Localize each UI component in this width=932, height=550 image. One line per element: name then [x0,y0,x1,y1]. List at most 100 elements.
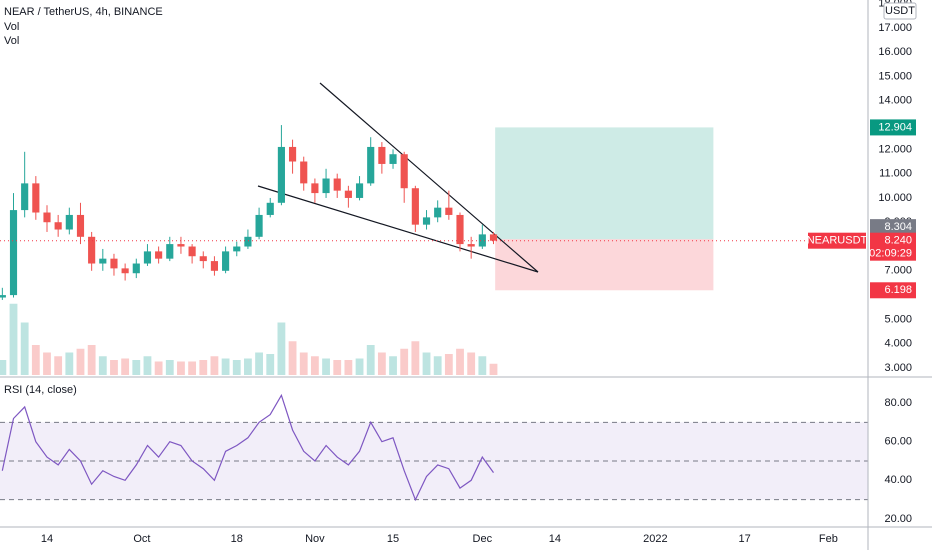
volume-bar [377,352,386,375]
volume-bar [177,361,185,375]
y-tick-label: 15.000 [878,70,912,82]
candle-body [233,246,241,252]
volume-bar [31,345,40,375]
target-zone [495,127,714,240]
countdown: 02:09:29 [869,248,912,260]
candle-body [367,146,375,184]
x-tick-label: 14 [41,533,53,545]
candle-body [311,183,319,194]
volume-bar [299,352,308,375]
entry-label-bg [870,219,916,236]
symbol-label-bg [808,232,866,249]
volume-bar [322,358,330,375]
rsi-tick-label: 80.00 [884,397,912,409]
candle-body [121,268,129,274]
volume-bar [422,352,431,375]
candle-body [300,161,308,184]
volume-bar [165,360,174,375]
candle-body [411,188,419,225]
candle-body [21,183,29,211]
y-tick-label: 3.000 [884,362,912,374]
volume-bar [20,322,29,375]
volume-bar [266,354,275,375]
volume-bar [244,358,252,375]
candle-body [467,244,475,247]
volume-bar [199,360,208,375]
rsi-tick-label: 60.00 [884,436,912,448]
candle-body [32,183,40,213]
volume-bar [411,341,420,375]
y-tick-label: 14.000 [878,95,912,107]
currency-badge [883,2,917,20]
volume-bar [277,322,286,375]
candle-body [54,222,62,230]
x-tick-label: 14 [549,533,561,545]
candle-body [255,214,263,237]
x-tick-label: 18 [231,533,243,545]
x-tick-label: Feb [819,533,838,545]
trend-line [257,185,539,273]
y-tick-label: 7.000 [884,265,912,277]
stop-label-bg [870,282,916,299]
y-tick-label: 17.000 [878,22,912,34]
x-tick-label: 2022 [643,533,667,545]
candle-body [266,202,274,215]
volume-bar [456,348,464,375]
candle-body [322,178,330,194]
target-label-bg [870,119,916,136]
candle-body [110,258,118,269]
candle-body [389,154,397,164]
volume-bar [76,348,85,375]
volume-bar [43,352,51,375]
candle-body [422,217,431,225]
volume-bar [54,356,63,375]
volume-bar [121,358,130,375]
volume-bar [87,345,96,375]
volume-bar [467,352,476,375]
candle-body [132,263,140,274]
candle-body [244,236,252,247]
candle-body [288,146,297,162]
volume-bar [400,348,409,375]
volume-bar [333,360,342,375]
y-tick-label: 10.000 [878,192,912,204]
indicator-label: Vol [4,35,19,47]
symbol-label: NEARUSDT [807,235,868,247]
volume-bar [98,356,107,375]
rsi-title: RSI (14, close) [4,384,77,396]
target-label: 12.904 [878,121,912,133]
candle-body [344,190,352,198]
candle-body [166,244,174,259]
entry-label: 8.304 [884,221,912,233]
volume-bar [210,356,219,375]
y-tick-label: 12.000 [878,143,912,155]
rsi-tick-label: 40.00 [884,474,912,486]
x-tick-label: 17 [739,533,751,545]
volume-bar [221,358,230,375]
candle-body [155,251,163,259]
volume-bar [489,363,498,375]
volume-bar [389,356,397,375]
candle-body [378,146,386,164]
y-tick-label: 16.000 [878,46,912,58]
volume-bar [344,360,353,375]
x-tick-label: Dec [473,533,493,545]
candle-body [177,244,185,247]
volume-bar [444,354,453,375]
volume-bar [478,356,487,375]
candle-body [43,212,51,223]
volume-bar [355,358,364,375]
x-tick-label: Oct [133,533,150,545]
candle-body [489,234,498,241]
candle-body [99,258,107,264]
volume-bar [143,356,152,375]
candle-body [400,154,408,189]
stop-label: 6.198 [884,284,912,296]
chart-title: NEAR / TetherUS, 4h, BINANCE [4,6,163,18]
candle-body [143,251,152,264]
volume-bar [255,352,263,375]
trend-line [319,82,539,273]
last-price-label: 8.240 [884,235,912,247]
last-price-bg [870,232,916,261]
